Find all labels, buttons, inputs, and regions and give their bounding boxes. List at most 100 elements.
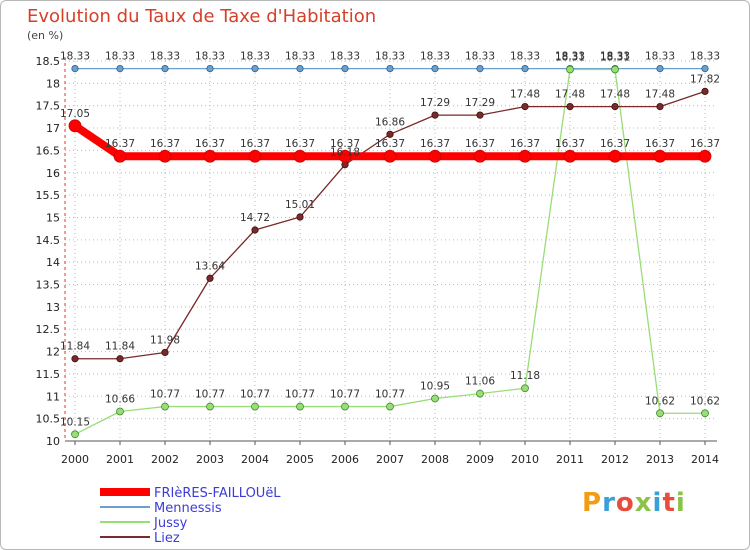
data-point	[386, 130, 394, 138]
data-point	[476, 65, 484, 73]
data-label: 11.84	[105, 341, 135, 353]
data-point	[206, 274, 214, 282]
data-label: 10.62	[690, 395, 720, 407]
data-label: 18.33	[330, 51, 360, 63]
data-label: 17.29	[420, 97, 450, 109]
data-label: 10.77	[195, 389, 225, 401]
y-tick-label: 12	[46, 346, 60, 359]
x-tick-label: 2004	[241, 453, 269, 466]
data-label: 10.62	[645, 395, 675, 407]
y-tick-label: 13	[46, 301, 60, 314]
data-point	[386, 65, 394, 73]
data-label: 15.01	[285, 199, 315, 211]
data-label: 18.33	[285, 51, 315, 63]
data-label: 16.37	[150, 138, 180, 150]
data-label: 16.37	[105, 138, 135, 150]
x-tick-label: 2007	[376, 453, 404, 466]
data-point	[251, 226, 259, 234]
series-layer	[68, 65, 712, 439]
data-point	[656, 103, 664, 111]
data-point	[608, 149, 622, 163]
data-point	[698, 149, 712, 163]
series-1	[71, 65, 709, 73]
legend-label: Jussy	[153, 516, 188, 531]
x-tick-label: 2013	[646, 453, 674, 466]
data-label: 14.72	[240, 212, 270, 224]
data-label: 16.37	[240, 138, 270, 150]
x-tick-label: 2005	[286, 453, 314, 466]
data-label: 10.66	[105, 393, 135, 405]
data-label: 18.33	[600, 51, 630, 63]
grid-lines	[65, 60, 717, 442]
data-point	[518, 149, 532, 163]
data-point	[521, 65, 529, 73]
data-label: 16.37	[645, 138, 675, 150]
data-point	[701, 65, 709, 73]
x-tick-label: 2001	[106, 453, 134, 466]
data-point	[521, 384, 529, 393]
data-label: 10.77	[285, 389, 315, 401]
data-point	[611, 103, 619, 111]
y-tick-label: 18	[46, 77, 60, 90]
proxiti-logo: Proxiti	[582, 488, 686, 518]
data-point	[476, 389, 484, 398]
y-tick-label: 17	[46, 122, 60, 135]
data-label: 17.48	[510, 89, 540, 101]
data-label: 16.37	[195, 138, 225, 150]
data-point	[431, 111, 439, 119]
data-label: 17.05	[60, 108, 90, 120]
series-0	[68, 119, 712, 163]
data-point	[296, 65, 304, 73]
data-point	[293, 149, 307, 163]
data-point	[113, 149, 127, 163]
logo-letter: i	[652, 488, 663, 518]
data-label: 17.48	[600, 89, 630, 101]
data-label: 11.06	[465, 376, 495, 388]
data-label: 18.31	[555, 51, 585, 63]
data-label: 10.77	[330, 389, 360, 401]
data-label: 16.18	[330, 147, 360, 159]
data-point	[338, 149, 352, 163]
data-point	[116, 407, 124, 416]
x-tick-label: 2010	[511, 453, 539, 466]
data-point	[563, 149, 577, 163]
logo-letter: i	[675, 488, 686, 518]
data-label: 11.18	[510, 370, 540, 382]
y-tick-label: 14	[46, 256, 60, 269]
data-label: 16.37	[375, 138, 405, 150]
logo-letter: t	[662, 488, 676, 518]
data-label: 16.37	[690, 138, 720, 150]
data-label: 16.37	[465, 138, 495, 150]
x-tick-label: 2012	[601, 453, 629, 466]
data-label: 16.37	[420, 138, 450, 150]
chart-title: Evolution du Taux de Taxe d'Habitation	[27, 6, 377, 27]
data-point	[431, 394, 439, 403]
legend-label: Mennessis	[154, 501, 222, 516]
y-tick-label: 12.5	[36, 323, 61, 336]
data-label: 16.37	[600, 138, 630, 150]
series-2	[71, 65, 709, 439]
data-label: 18.33	[105, 51, 135, 63]
y-tick-label: 14.5	[36, 234, 61, 247]
data-label: 13.64	[195, 260, 225, 272]
x-tick-label: 2009	[466, 453, 494, 466]
data-label: 18.33	[465, 51, 495, 63]
data-label: 18.33	[645, 51, 675, 63]
x-tick-label: 2006	[331, 453, 359, 466]
legend-label: FRIèRES-FAILLOUëL	[154, 486, 281, 501]
data-label: 16.37	[330, 138, 360, 150]
y-tick-label: 15.5	[36, 189, 61, 202]
data-point	[206, 65, 214, 73]
axes: 10 10.5 11 11.5 12 12.5 13 13.5 14 14.5 15 15.5 16 16…	[36, 55, 720, 466]
data-point	[158, 149, 172, 163]
data-point	[116, 65, 124, 73]
data-point	[521, 103, 529, 111]
data-point	[473, 149, 487, 163]
data-label: 18.33	[150, 51, 180, 63]
y-tick-label: 11	[46, 390, 60, 403]
x-tick-label: 2008	[421, 453, 449, 466]
series-3	[71, 87, 709, 363]
data-label: 11.84	[60, 341, 90, 353]
x-tick-label: 2003	[196, 453, 224, 466]
